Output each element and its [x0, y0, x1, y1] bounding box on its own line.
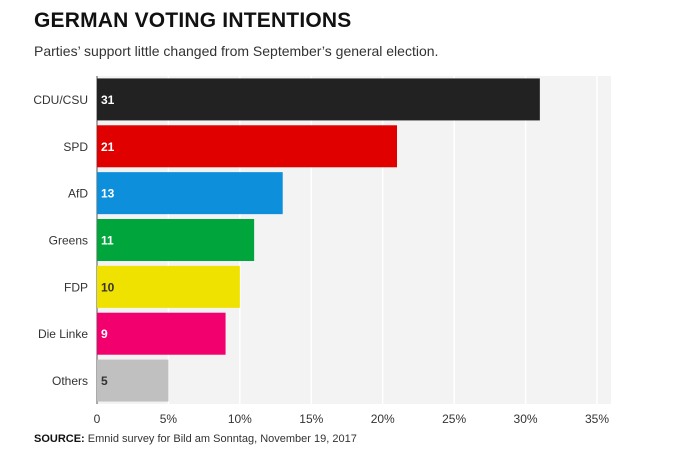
bar-value-label: 10	[101, 280, 115, 294]
bar	[97, 219, 255, 261]
x-tick-label: 35%	[585, 412, 609, 426]
x-tick-label: 0	[94, 412, 101, 426]
category-label: AfD	[68, 187, 88, 201]
chart-title: GERMAN VOTING INTENTIONS	[34, 9, 352, 32]
bar	[97, 172, 283, 215]
x-axis-ticks: 0 5% 10% 15% 20% 25% 30% 35%	[94, 412, 610, 426]
category-label: CDU/CSU	[33, 93, 88, 107]
bar-value-label: 21	[101, 140, 115, 154]
category-label: Others	[52, 374, 88, 388]
bars: 31 21 13 11 10 9 5	[97, 78, 540, 402]
x-tick-label: 5%	[160, 412, 178, 426]
category-label: FDP	[64, 280, 88, 294]
bar-value-label: 9	[101, 327, 108, 341]
bar-value-label: 31	[101, 93, 115, 107]
bar	[97, 359, 169, 402]
x-tick-label: 10%	[228, 412, 252, 426]
chart-subtitle: Parties’ support little changed from Sep…	[34, 43, 439, 59]
bar	[97, 312, 226, 355]
bar	[97, 125, 397, 168]
bar-value-label: 13	[101, 187, 115, 201]
bar-chart: 31 21 13 11 10 9 5 CDU/CSU SPD AfD Greens FDP Die L…	[33, 76, 611, 426]
x-tick-label: 25%	[442, 412, 466, 426]
category-label: Die Linke	[38, 327, 88, 341]
category-label: Greens	[49, 234, 88, 248]
bar-value-label: 5	[101, 374, 108, 388]
source-text: Emnid survey for Bild am Sonntag, Novemb…	[87, 433, 357, 445]
category-labels: CDU/CSU SPD AfD Greens FDP Die Linke Others	[33, 93, 88, 388]
x-tick-label: 15%	[299, 412, 323, 426]
source-note: SOURCE: Emnid survey for Bild am Sonntag…	[34, 433, 357, 445]
source-label: SOURCE:	[34, 433, 85, 445]
bar	[97, 265, 240, 308]
x-tick-label: 30%	[514, 412, 538, 426]
bar	[97, 78, 540, 121]
category-label: SPD	[63, 140, 88, 154]
x-tick-label: 20%	[371, 412, 395, 426]
bar-value-label: 11	[101, 234, 114, 248]
